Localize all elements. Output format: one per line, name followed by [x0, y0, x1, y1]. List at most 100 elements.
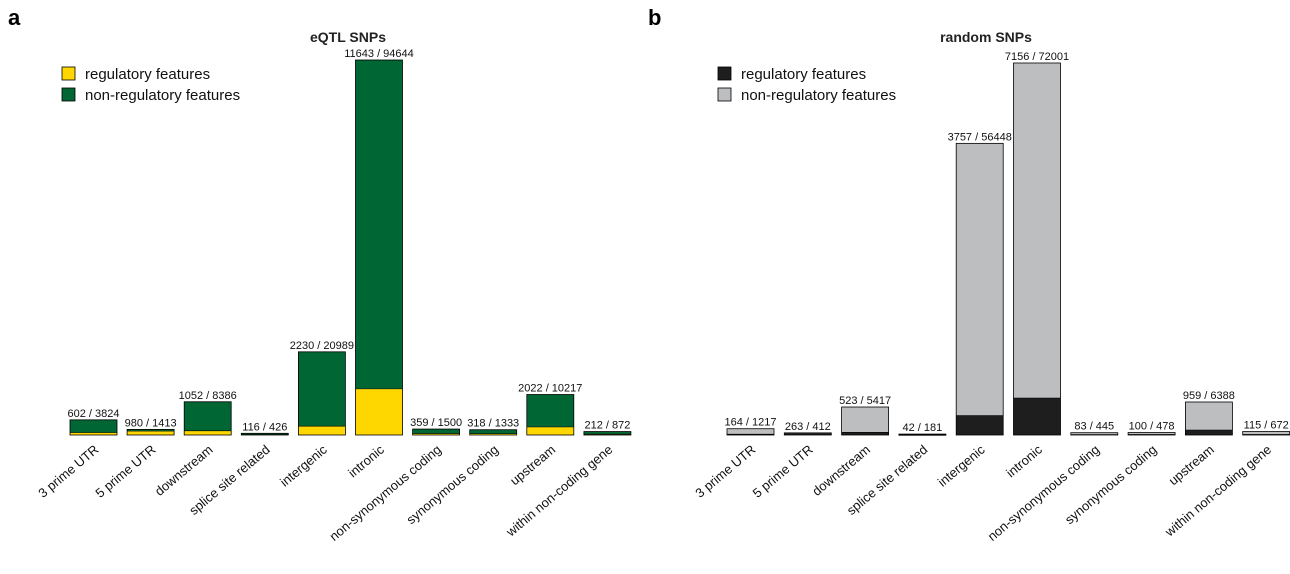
- panel-a-bar-outline-1: [126, 429, 175, 436]
- panel-b-bar-non-regulatory-9: [1242, 431, 1290, 435]
- panel-a-bar-outline-7: [469, 429, 518, 436]
- panel-a-bar-value-label-4: 2230 / 20989: [290, 340, 354, 352]
- panel-b-bar-value-label-6: 83 / 445: [1074, 421, 1114, 433]
- panel-a-bar-non-regulatory-9: [583, 431, 631, 435]
- panel-a-tick-label-8: upstream: [507, 442, 558, 488]
- panel-b-bar-non-regulatory-0: [727, 428, 774, 435]
- panel-a-bar-non-regulatory-1: [127, 429, 175, 432]
- panel-a-bar-outline-8: [526, 394, 575, 436]
- panel-b-bar-regulatory-2: [841, 432, 889, 435]
- panel-b-bar-regulatory-4: [956, 415, 1004, 435]
- panel-a-bar-outline-9: [583, 431, 632, 436]
- panel-b-tick-label-4: intergenic: [935, 441, 988, 489]
- panel-a-bar-value-label-0: 602 / 3824: [68, 408, 120, 420]
- legend-label-regulatory: regulatory features: [85, 66, 210, 83]
- panel-b-bar-value-label-1: 263 / 412: [785, 421, 831, 433]
- panel-a-bar-regulatory-9: [583, 434, 631, 435]
- panel-a-bar-non-regulatory-6: [412, 429, 460, 434]
- panel-a-bars: 602 / 3824 3 prime UTR 980 / 1413 5 prime U…: [35, 48, 632, 544]
- panel-a-bar-non-regulatory-0: [70, 419, 117, 433]
- panel-a-bar-value-label-8: 2022 / 10217: [518, 383, 582, 395]
- panel-a-letter: a: [8, 5, 21, 30]
- panel-b-letter: b: [648, 5, 661, 30]
- panel-b-bar-non-regulatory-5: [1013, 63, 1061, 399]
- panel-a-bar-outline-2: [183, 401, 232, 436]
- panel-a-bar-regulatory-4: [298, 426, 346, 435]
- panel-b-bar-value-label-8: 959 / 6388: [1183, 390, 1235, 402]
- panel-a-legend: regulatory features non-regulatory featu…: [61, 66, 240, 104]
- legend-swatch-non-regulatory: [717, 87, 732, 102]
- panel-a-bar-non-regulatory-5: [355, 60, 403, 389]
- panel-b-bar-value-label-0: 164 / 1217: [725, 417, 777, 429]
- legend-swatch-non-regulatory: [61, 87, 76, 102]
- panel-a-bar-outline-3: [240, 432, 289, 436]
- panel-a-bar-non-regulatory-2: [184, 401, 232, 431]
- panel-b-tick-label-1: 5 prime UTR: [750, 442, 816, 501]
- panel-a-bar-regulatory-7: [469, 433, 517, 435]
- panel-a-bar-value-label-6: 359 / 1500: [410, 417, 462, 429]
- panel-b-tick-label-6: non-synonymous coding: [985, 442, 1103, 544]
- panel-b-bar-non-regulatory-6: [1070, 432, 1118, 435]
- panel-b-title: random SNPs: [940, 29, 1032, 45]
- panel-b-bar-outline-7: [1127, 432, 1176, 436]
- panel-a-bar-outline-4: [297, 351, 346, 436]
- panel-a: a eQTL SNPs regulatory features non-regu…: [8, 5, 632, 544]
- legend-label-regulatory: regulatory features: [741, 66, 866, 83]
- panel-a-tick-label-6: non-synonymous coding: [326, 442, 444, 544]
- panel-a-bar-regulatory-8: [526, 426, 574, 435]
- panel-b-bar-non-regulatory-8: [1185, 401, 1233, 431]
- panel-a-bar-outline-0: [69, 419, 118, 436]
- panel-b-tick-label-5: intronic: [1003, 441, 1045, 480]
- panel-b-tick-label-8: upstream: [1166, 442, 1217, 488]
- legend-label-non-regulatory: non-regulatory features: [85, 87, 240, 104]
- panel-a-tick-label-1: 5 prime UTR: [92, 442, 158, 501]
- panel-b-bar-outline-5: [1013, 62, 1061, 436]
- panel-b-bar-outline-2: [841, 406, 889, 436]
- panel-a-bar-value-label-1: 980 / 1413: [125, 417, 177, 429]
- panel-a-tick-label-4: intergenic: [277, 441, 330, 489]
- panel-b-tick-label-0: 3 prime UTR: [692, 442, 758, 501]
- panel-b-bar-value-label-3: 42 / 181: [903, 422, 943, 434]
- panel-a-bar-regulatory-2: [184, 430, 232, 435]
- panel-a-bar-value-label-3: 116 / 426: [242, 421, 287, 433]
- panel-b-bar-outline-4: [955, 142, 1004, 436]
- panel-b-bar-value-label-5: 7156 / 72001: [1005, 51, 1069, 63]
- legend-swatch-regulatory: [61, 66, 76, 81]
- panel-a-bar-value-label-2: 1052 / 8386: [179, 390, 237, 402]
- panel-b-bar-regulatory-1: [784, 433, 832, 435]
- panel-b-bars: 164 / 1217 3 prime UTR 263 / 412 5 prime UT…: [692, 51, 1290, 544]
- panel-b-bar-value-label-2: 523 / 5417: [839, 395, 891, 407]
- panel-a-bar-non-regulatory-7: [469, 429, 517, 434]
- panel-b: b random SNPs regulatory features non-re…: [648, 5, 1290, 544]
- panel-a-bar-non-regulatory-8: [526, 394, 574, 427]
- panel-b-bar-value-label-7: 100 / 478: [1129, 421, 1175, 433]
- panel-b-bar-regulatory-0: [727, 434, 774, 435]
- panel-a-tick-label-0: 3 prime UTR: [35, 442, 101, 501]
- legend-swatch-regulatory: [717, 66, 732, 81]
- panel-b-bar-outline-0: [726, 428, 775, 436]
- panel-a-bar-regulatory-5: [355, 388, 403, 435]
- panel-b-bar-regulatory-5: [1013, 398, 1061, 435]
- panel-b-bar-non-regulatory-4: [956, 143, 1004, 416]
- panel-a-title: eQTL SNPs: [310, 29, 386, 45]
- panel-b-bar-non-regulatory-2: [841, 407, 889, 433]
- panel-a-bar-regulatory-1: [127, 431, 175, 435]
- panel-a-bar-non-regulatory-4: [298, 351, 346, 427]
- panel-b-bar-value-label-4: 3757 / 56448: [948, 131, 1012, 143]
- panel-b-legend: regulatory features non-regulatory featu…: [717, 66, 896, 104]
- legend-label-non-regulatory: non-regulatory features: [741, 87, 896, 104]
- panel-a-tick-label-5: intronic: [345, 441, 387, 480]
- panel-b-bar-outline-6: [1070, 432, 1119, 436]
- panel-b-bar-non-regulatory-7: [1128, 432, 1176, 435]
- panel-a-bar-value-label-9: 212 / 872: [584, 420, 630, 432]
- panel-a-bar-outline-6: [412, 428, 461, 436]
- panel-b-bar-outline-8: [1185, 401, 1233, 436]
- panel-a-bar-regulatory-6: [412, 433, 460, 435]
- panel-b-tick-label-9: within non-coding gene: [1161, 442, 1274, 540]
- panel-a-bar-regulatory-0: [70, 432, 117, 435]
- panel-a-bar-outline-5: [355, 59, 403, 436]
- panel-a-bar-value-label-7: 318 / 1333: [467, 418, 519, 430]
- panel-a-bar-non-regulatory-3: [241, 433, 289, 435]
- panel-b-bar-regulatory-8: [1185, 430, 1233, 435]
